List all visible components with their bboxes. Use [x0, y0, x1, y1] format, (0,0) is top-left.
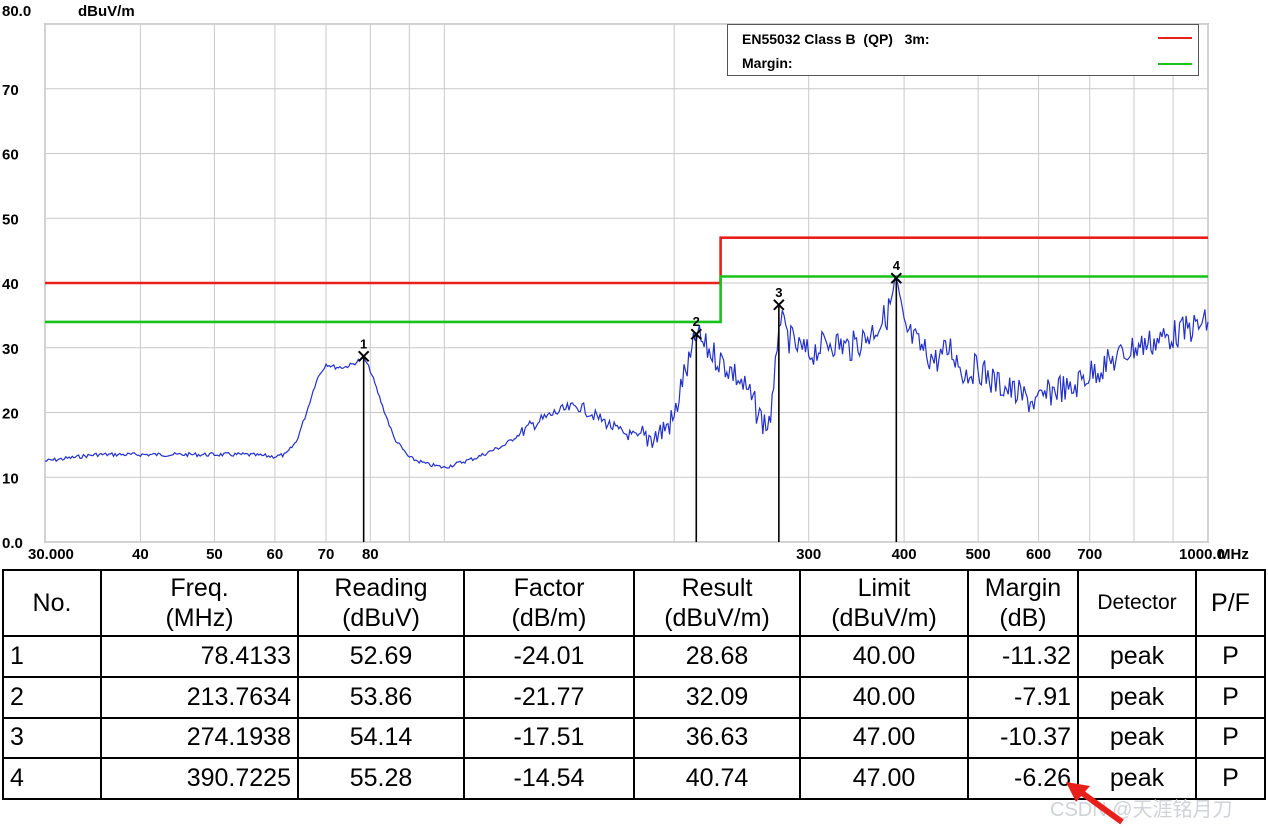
cell-result: 32.09 [633, 675, 801, 719]
cell-detector: peak [1077, 635, 1197, 678]
cell-detector: peak [1077, 675, 1197, 719]
x-tick-label: 50 [206, 546, 223, 563]
header-no: No. [2, 569, 102, 637]
cell-reading: 55.28 [297, 757, 465, 800]
cell-detector: peak [1077, 716, 1197, 760]
chart-legend: EN55032 Class B (QP) 3m: Margin: [727, 24, 1199, 76]
marker-label: 3 [775, 285, 782, 300]
legend-item-limit: EN55032 Class B (QP) 3m: [742, 29, 930, 49]
legend-swatch-limit [1158, 37, 1192, 39]
cell-factor: -21.77 [463, 675, 635, 719]
cell-result: 36.63 [633, 716, 801, 760]
table-row: 2 213.7634 53.86 -21.77 32.09 40.00 -7.9… [2, 675, 1266, 719]
x-tick-label: 40 [132, 546, 149, 563]
red-arrow-icon [1066, 782, 1124, 825]
cell-margin: -7.91 [967, 675, 1079, 719]
header-reading: Reading (dBuV) [297, 569, 465, 637]
y-tick-label: 0.0 [2, 535, 23, 552]
cell-no: 2 [2, 675, 102, 719]
table-row: 1 78.4133 52.69 -24.01 28.68 40.00 -11.3… [2, 635, 1266, 678]
header-pf: P/F [1195, 569, 1266, 637]
cell-result: 28.68 [633, 635, 801, 678]
table-header-row: No. Freq. (MHz) Reading (dBuV) Factor (dB/m… [2, 569, 1266, 637]
margin-line [45, 275, 1208, 324]
cell-factor: -24.01 [463, 635, 635, 678]
cell-factor: -17.51 [463, 716, 635, 760]
cell-no: 4 [2, 757, 102, 800]
header-margin: Margin (dB) [967, 569, 1079, 637]
y-tick-label: 70 [2, 82, 19, 99]
y-tick-label: 10 [2, 470, 19, 487]
marker-x [690, 328, 702, 340]
x-tick-label: 600 [1026, 546, 1051, 563]
cell-pf: P [1195, 757, 1266, 800]
header-freq: Freq. (MHz) [100, 569, 299, 637]
x-tick-label: 1000.0 [1179, 546, 1225, 563]
header-result: Result (dBuV/m) [633, 569, 801, 637]
chart-svg: 80.0 70 60 50 40 30 20 10 0.0 30.000 40 50 60 70 80 300… [2, 3, 1249, 563]
x-axis-unit: MHz [1218, 546, 1249, 563]
legend-label-limit: EN55032 Class B (QP) 3m: [742, 31, 930, 47]
cell-freq: 390.7225 [100, 757, 299, 800]
y-tick-label: 80.0 [2, 3, 31, 20]
cell-result: 40.74 [633, 757, 801, 800]
y-tick-label: 20 [2, 406, 19, 423]
cell-reading: 52.69 [297, 635, 465, 678]
cell-margin: -11.32 [967, 635, 1079, 678]
marker-label: 2 [693, 314, 700, 329]
emission-trace [44, 276, 1209, 469]
cell-no: 1 [2, 635, 102, 678]
x-tick-label: 400 [892, 546, 917, 563]
cell-reading: 53.86 [297, 675, 465, 719]
header-factor: Factor (dB/m) [463, 569, 635, 637]
cell-reading: 54.14 [297, 716, 465, 760]
marker-x [890, 272, 903, 284]
x-tick-label: 30.000 [28, 546, 74, 563]
legend-swatch-margin [1158, 63, 1192, 65]
x-tick-label: 70 [318, 546, 335, 563]
header-limit: Limit (dBuV/m) [799, 569, 969, 637]
table-row: 4 390.7225 55.28 -14.54 40.74 47.00 -6.2… [2, 757, 1266, 800]
results-table: No. Freq. (MHz) Reading (dBuV) Factor (dB/m… [2, 569, 1266, 800]
legend-item-margin: Margin: [742, 53, 793, 73]
limit-line [45, 236, 1208, 285]
cell-freq: 213.7634 [100, 675, 299, 719]
x-tick-label: 80 [362, 546, 379, 563]
marker-label: 1 [360, 336, 367, 351]
x-tick-label: 60 [267, 546, 284, 563]
emission-chart: 80.0 70 60 50 40 30 20 10 0.0 30.000 40 50 60 70 80 300… [2, 3, 1249, 563]
cell-pf: P [1195, 635, 1266, 678]
cell-factor: -14.54 [463, 757, 635, 800]
cell-margin: -10.37 [967, 716, 1079, 760]
cell-limit: 47.00 [799, 716, 969, 760]
x-tick-label: 500 [966, 546, 991, 563]
cell-pf: P [1195, 675, 1266, 719]
y-tick-label: 40 [2, 276, 19, 293]
cell-detector: peak [1077, 757, 1197, 800]
y-tick-label: 30 [2, 341, 19, 358]
cell-limit: 47.00 [799, 757, 969, 800]
cell-no: 3 [2, 716, 102, 760]
cell-margin: -6.26 [967, 757, 1079, 800]
cell-freq: 274.1938 [100, 716, 299, 760]
y-tick-label: 60 [2, 147, 19, 164]
marker-x [357, 350, 370, 363]
table-row: 3 274.1938 54.14 -17.51 36.63 47.00 -10.… [2, 716, 1266, 760]
x-tick-label: 300 [796, 546, 821, 563]
marker-label: 4 [893, 258, 901, 273]
y-axis-unit: dBuV/m [78, 3, 135, 20]
legend-label-margin: Margin: [742, 55, 793, 71]
marker-x [773, 299, 785, 311]
x-tick-label: 700 [1077, 546, 1102, 563]
y-tick-label: 50 [2, 211, 19, 228]
cell-freq: 78.4133 [100, 635, 299, 678]
cell-limit: 40.00 [799, 675, 969, 719]
cell-pf: P [1195, 716, 1266, 760]
cell-limit: 40.00 [799, 635, 969, 678]
header-detector: Detector [1077, 569, 1197, 637]
